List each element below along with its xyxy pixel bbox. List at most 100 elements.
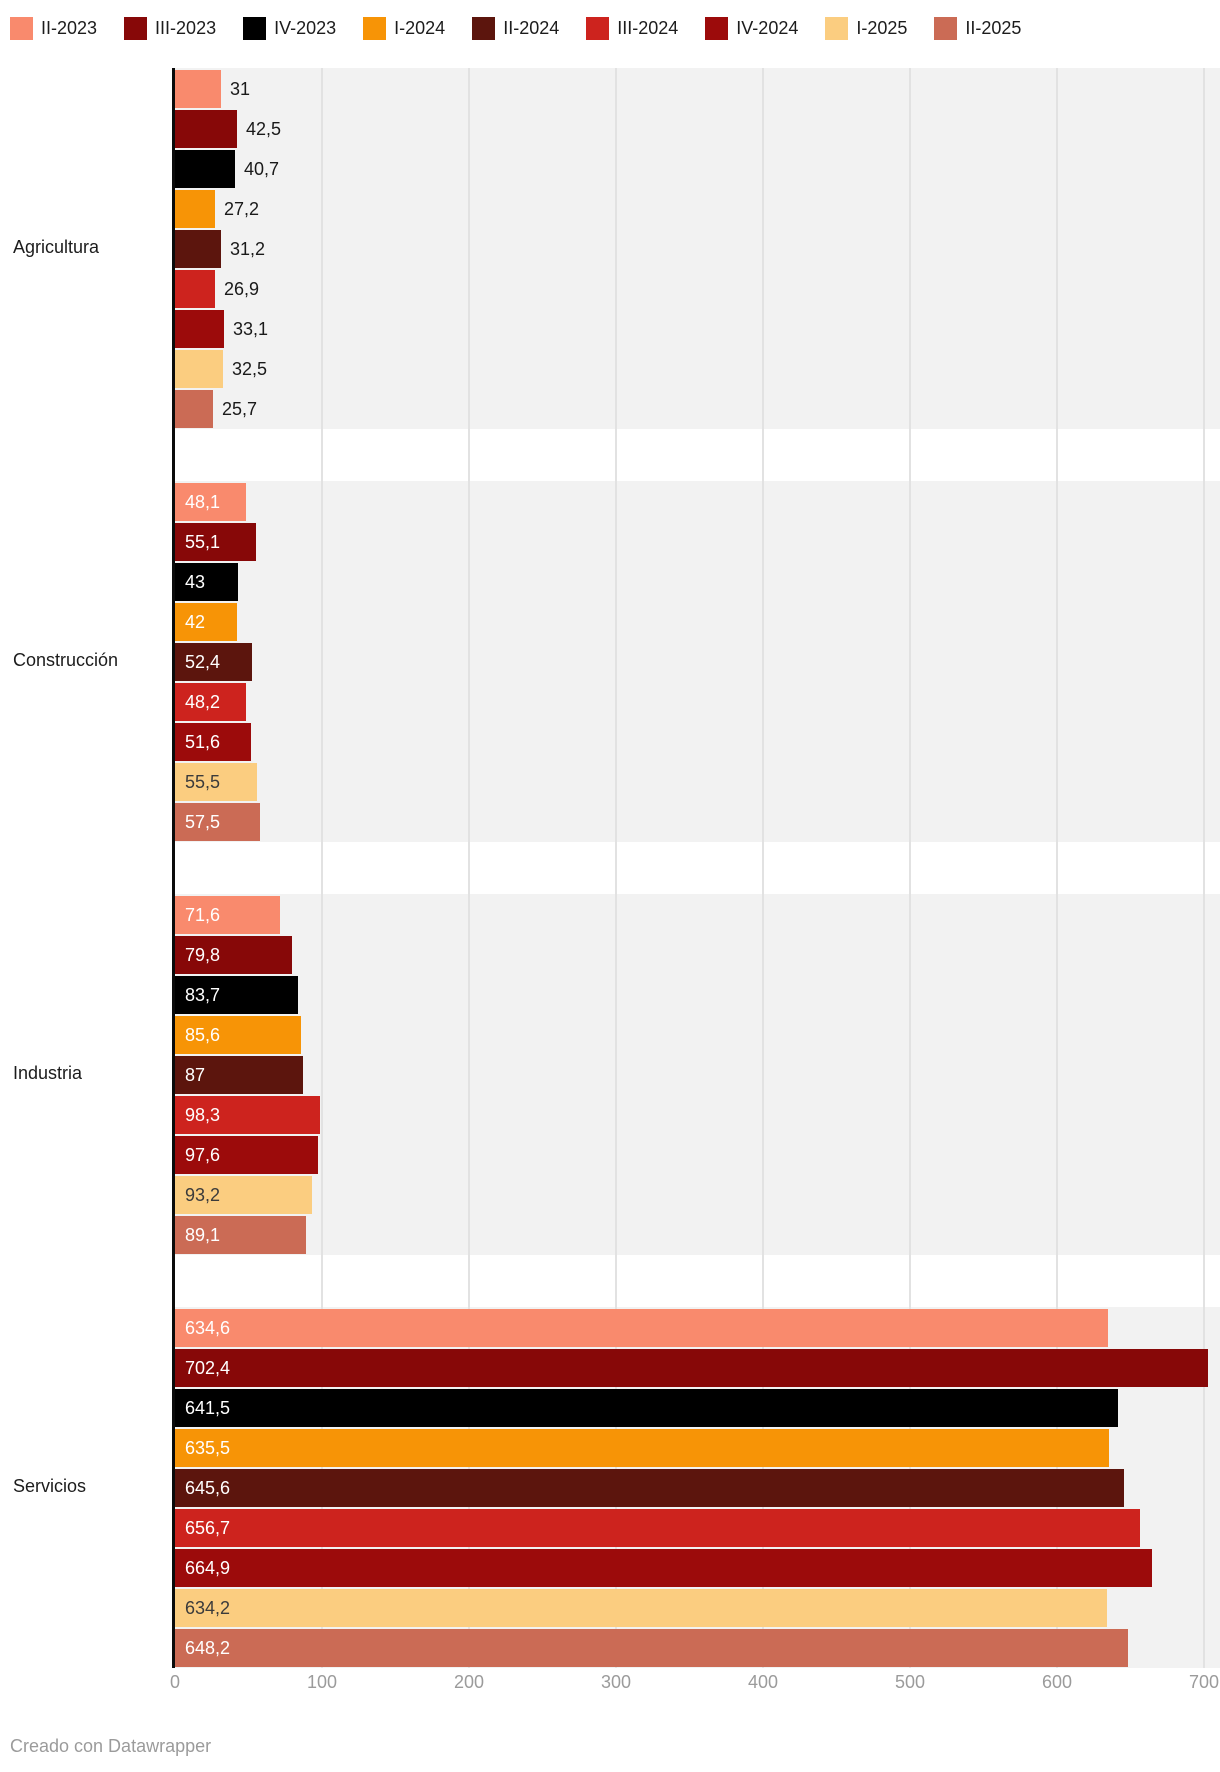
legend-item: IV-2023	[243, 16, 337, 40]
x-gridline	[468, 68, 470, 1668]
bar-value-label: 89,1	[185, 1225, 221, 1245]
x-tick-label: 200	[453, 1672, 485, 1692]
bar-industria-I-2024[interactable]	[175, 1016, 301, 1054]
bar-agricultura-III-2023[interactable]	[175, 110, 237, 148]
bar-value-label: 40,7	[244, 159, 280, 179]
category-label: Servicios	[13, 1476, 87, 1496]
bar-servicios-III-2023[interactable]	[175, 1349, 1208, 1387]
legend-item: I-2025	[825, 16, 908, 40]
bar-servicios-III-2024[interactable]	[175, 1509, 1140, 1547]
bar-value-label: 52,4	[185, 652, 221, 672]
bar-agricultura-II-2023[interactable]	[175, 70, 221, 108]
bar-value-label: 26,9	[224, 279, 260, 299]
legend-item: III-2024	[586, 16, 679, 40]
legend-swatch-icon	[363, 16, 387, 40]
legend-swatch-icon	[124, 16, 148, 40]
bar-value-label: 87	[185, 1065, 206, 1085]
bar-servicios-I-2025[interactable]	[175, 1589, 1107, 1627]
bar-value-label: 27,2	[224, 199, 260, 219]
bar-agricultura-IV-2023[interactable]	[175, 150, 235, 188]
bar-construcción-II-2025[interactable]	[175, 803, 260, 841]
bar-value-label: 31	[230, 79, 251, 99]
bar-value-label: 43	[185, 572, 206, 592]
bar-agricultura-II-2025[interactable]	[175, 390, 213, 428]
x-gridline	[909, 68, 911, 1668]
x-tick-label: 100	[306, 1672, 338, 1692]
legend-item-label: I-2024	[394, 17, 446, 38]
bar-construcción-III-2023[interactable]	[175, 523, 256, 561]
category-band	[175, 481, 1220, 842]
x-tick-label: 0	[169, 1672, 180, 1692]
bar-value-label: 664,9	[185, 1558, 231, 1578]
bar-value-label: 702,4	[185, 1358, 231, 1378]
x-gridline	[1203, 68, 1205, 1668]
bar-agricultura-I-2025[interactable]	[175, 350, 223, 388]
bar-value-label: 79,8	[185, 945, 221, 965]
legend-item-label: II-2025	[965, 17, 1022, 38]
bar-servicios-II-2023[interactable]	[175, 1309, 1108, 1347]
bar-value-label: 57,5	[185, 812, 221, 832]
bar-servicios-IV-2024[interactable]	[175, 1549, 1152, 1587]
legend-item-label: IV-2023	[274, 17, 337, 38]
bar-value-label: 98,3	[185, 1105, 221, 1125]
bar-value-label: 634,6	[185, 1318, 231, 1338]
legend-item: I-2024	[363, 16, 446, 40]
bar-industria-I-2025[interactable]	[175, 1176, 312, 1214]
x-tick-label: 300	[600, 1672, 632, 1692]
legend-item-label: III-2024	[617, 17, 679, 38]
bar-construcción-IV-2024[interactable]	[175, 723, 251, 761]
bar-value-label: 93,2	[185, 1185, 221, 1205]
legend-item: II-2025	[934, 16, 1022, 40]
bar-servicios-II-2025[interactable]	[175, 1629, 1128, 1667]
legend-item: IV-2024	[705, 16, 799, 40]
bar-servicios-IV-2023[interactable]	[175, 1389, 1118, 1427]
bar-construcción-III-2024[interactable]	[175, 683, 246, 721]
bar-construcción-I-2024[interactable]	[175, 603, 237, 641]
legend-item-label: III-2023	[155, 17, 217, 38]
bar-construcción-I-2025[interactable]	[175, 763, 257, 801]
bar-value-label: 55,5	[185, 772, 221, 792]
x-gridline	[615, 68, 617, 1668]
category-label: Industria	[13, 1063, 83, 1083]
y-axis-line	[172, 68, 175, 1668]
legend-item-label: II-2023	[41, 17, 98, 38]
bar-industria-II-2023[interactable]	[175, 896, 280, 934]
x-tick-label: 400	[747, 1672, 779, 1692]
x-tick-label: 700	[1188, 1672, 1220, 1692]
bar-industria-II-2025[interactable]	[175, 1216, 306, 1254]
bar-industria-III-2023[interactable]	[175, 936, 292, 974]
x-gridline	[1056, 68, 1058, 1668]
bar-construcción-II-2023[interactable]	[175, 483, 246, 521]
bar-value-label: 645,6	[185, 1478, 231, 1498]
bar-value-label: 51,6	[185, 732, 221, 752]
legend-item-label: II-2024	[503, 17, 560, 38]
legend-item: III-2023	[124, 16, 217, 40]
bar-agricultura-III-2024[interactable]	[175, 270, 215, 308]
bar-industria-II-2024[interactable]	[175, 1056, 303, 1094]
bar-industria-IV-2024[interactable]	[175, 1136, 318, 1174]
bar-servicios-I-2024[interactable]	[175, 1429, 1109, 1467]
datawrapper-credit-link[interactable]: Creado con Datawrapper	[10, 1736, 212, 1756]
bar-value-label: 83,7	[185, 985, 221, 1005]
legend-swatch-icon	[825, 16, 849, 40]
category-band	[175, 894, 1220, 1255]
bar-agricultura-II-2024[interactable]	[175, 230, 221, 268]
legend-swatch-icon	[243, 16, 267, 40]
bar-industria-IV-2023[interactable]	[175, 976, 298, 1014]
bar-agricultura-I-2024[interactable]	[175, 190, 215, 228]
bar-value-label: 634,2	[185, 1598, 231, 1618]
bar-construcción-IV-2023[interactable]	[175, 563, 238, 601]
x-tick-label: 600	[1041, 1672, 1073, 1692]
bar-construcción-II-2024[interactable]	[175, 643, 252, 681]
bar-industria-III-2024[interactable]	[175, 1096, 320, 1134]
category-band	[175, 68, 1220, 429]
legend-item-label: I-2025	[856, 17, 908, 38]
chart-legend: II-2023 III-2023 IV-2023 I-2024 II-2024 III-2…	[10, 14, 1021, 42]
x-gridline	[321, 68, 323, 1668]
bar-value-label: 648,2	[185, 1638, 231, 1658]
bar-servicios-II-2024[interactable]	[175, 1469, 1124, 1507]
legend-item-label: IV-2024	[736, 17, 799, 38]
bar-agricultura-IV-2024[interactable]	[175, 310, 224, 348]
legend-item: II-2024	[472, 16, 560, 40]
